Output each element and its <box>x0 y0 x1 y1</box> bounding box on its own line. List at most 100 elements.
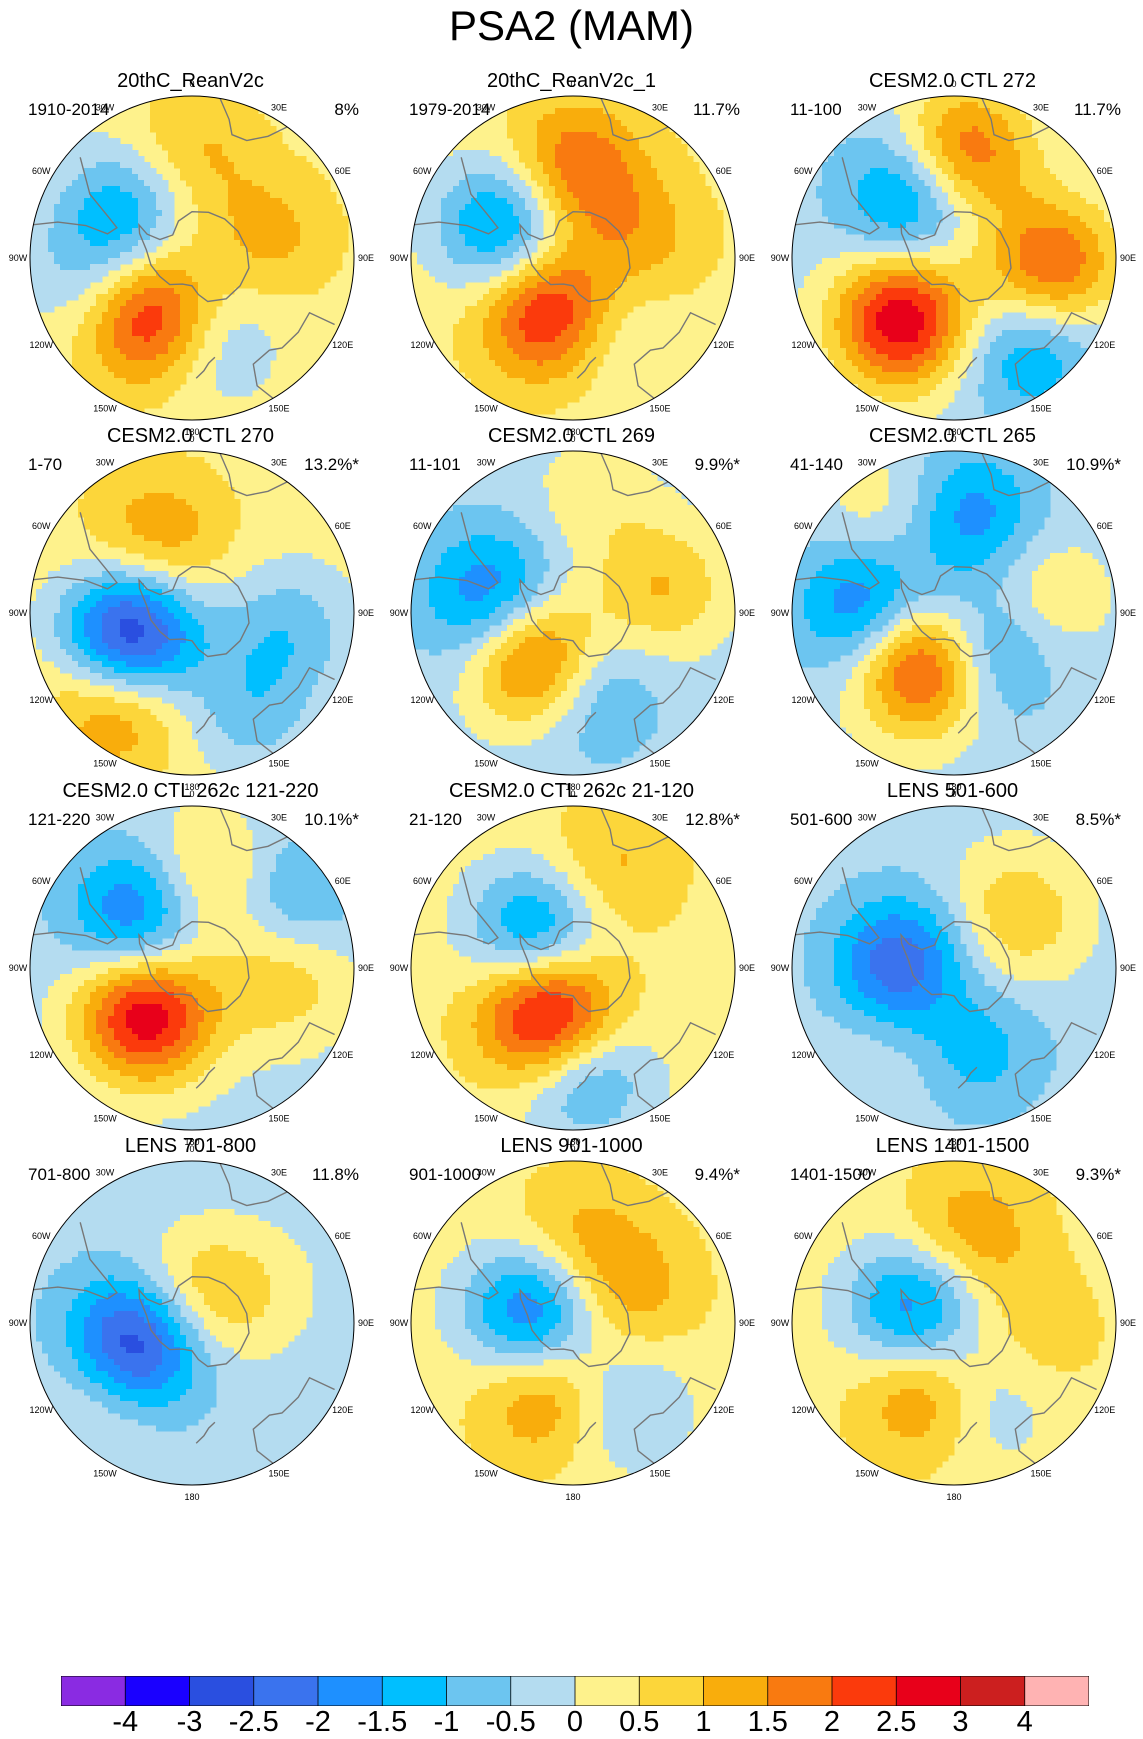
field-cell <box>996 204 1003 211</box>
field-cell <box>72 168 79 175</box>
field-cell <box>90 348 97 355</box>
field-cell <box>711 198 718 205</box>
field-cell <box>567 120 574 127</box>
field-cell <box>1056 192 1063 199</box>
field-cell <box>42 276 49 283</box>
field-cell <box>483 294 490 301</box>
field-cell <box>180 318 187 325</box>
field-cell <box>96 366 103 373</box>
field-cell <box>1002 168 1009 175</box>
field-cell <box>621 300 628 307</box>
field-cell <box>1080 258 1087 265</box>
field-cell <box>144 402 151 409</box>
contour-field <box>395 96 735 420</box>
field-cell <box>840 216 847 223</box>
field-cell <box>822 300 829 307</box>
field-cell <box>90 216 97 223</box>
field-cell <box>120 318 127 325</box>
field-cell <box>912 192 919 199</box>
field-cell <box>1050 150 1057 157</box>
field-cell <box>48 228 55 235</box>
field-cell <box>180 270 187 277</box>
field-cell <box>978 144 985 151</box>
field-cell <box>507 312 514 319</box>
field-cell <box>252 216 259 223</box>
field-cell <box>162 228 169 235</box>
field-cell <box>192 294 199 301</box>
field-cell <box>483 150 490 157</box>
field-cell <box>615 150 622 157</box>
field-cell <box>1026 222 1033 229</box>
field-cell <box>471 360 478 367</box>
field-cell <box>609 168 616 175</box>
field-cell <box>132 168 139 175</box>
field-cell <box>186 162 193 169</box>
field-cell <box>330 204 337 211</box>
field-cell <box>132 216 139 223</box>
field-cell <box>1098 228 1105 235</box>
field-cell <box>609 234 616 241</box>
field-cell <box>561 150 568 157</box>
field-cell <box>615 174 622 181</box>
field-cell <box>543 120 550 127</box>
field-cell <box>156 126 163 133</box>
field-cell <box>1002 150 1009 157</box>
field-cell <box>240 186 247 193</box>
field-cell <box>597 336 604 343</box>
field-cell <box>924 108 931 115</box>
field-cell <box>870 234 877 241</box>
field-cell <box>918 210 925 217</box>
field-cell <box>990 102 997 109</box>
field-cell <box>1092 192 1099 199</box>
field-cell <box>477 246 484 253</box>
field-cell <box>1044 144 1051 151</box>
field-cell <box>1032 204 1039 211</box>
field-cell <box>228 258 235 265</box>
field-cell <box>42 246 49 253</box>
field-cell <box>102 234 109 241</box>
field-cell <box>900 294 907 301</box>
field-cell <box>246 186 253 193</box>
field-cell <box>555 204 562 211</box>
field-cell <box>990 174 997 181</box>
field-cell <box>192 120 199 127</box>
field-cell <box>675 168 682 175</box>
field-cell <box>549 294 556 301</box>
field-cell <box>186 114 193 121</box>
field-cell <box>645 246 652 253</box>
field-cell <box>294 180 301 187</box>
field-cell <box>960 174 967 181</box>
field-cell <box>138 390 145 397</box>
field-cell <box>72 228 79 235</box>
field-cell <box>501 168 508 175</box>
field-cell <box>537 216 544 223</box>
field-cell <box>882 180 889 187</box>
field-cell <box>483 354 490 361</box>
field-cell <box>198 318 205 325</box>
field-cell <box>312 282 319 289</box>
field-cell <box>489 258 496 265</box>
field-cell <box>711 246 718 253</box>
field-cell <box>567 204 574 211</box>
field-cell <box>984 210 991 217</box>
field-cell <box>1020 126 1027 133</box>
field-cell <box>972 216 979 223</box>
field-cell <box>966 138 973 145</box>
field-cell <box>156 312 163 319</box>
field-cell <box>507 366 514 373</box>
field-cell <box>429 204 436 211</box>
field-cell <box>108 330 115 337</box>
field-cell <box>978 186 985 193</box>
field-cell <box>930 222 937 229</box>
field-cell <box>336 264 343 271</box>
field-cell <box>681 186 688 193</box>
field-cell <box>258 366 265 373</box>
field-cell <box>342 216 349 223</box>
field-cell <box>954 234 961 241</box>
field-cell <box>1044 186 1051 193</box>
field-cell <box>198 120 205 127</box>
field-cell <box>174 354 181 361</box>
field-cell <box>276 138 283 145</box>
field-cell <box>990 162 997 169</box>
field-cell <box>78 180 85 187</box>
